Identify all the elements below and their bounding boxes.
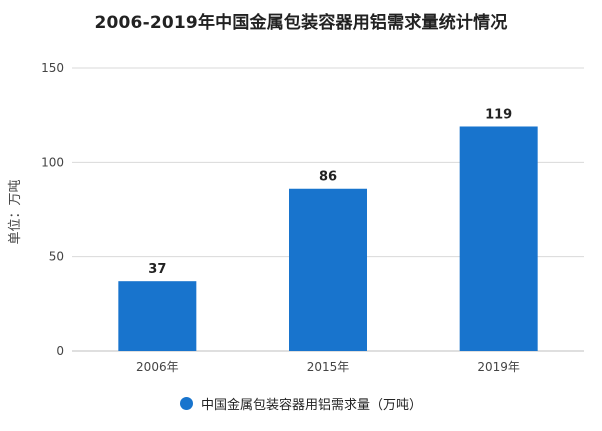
- x-tick-label: 2015年: [307, 360, 350, 374]
- data-label: 86: [319, 170, 337, 185]
- bar: [459, 126, 538, 351]
- legend-label: 中国金属包装容器用铝需求量（万吨）: [200, 398, 422, 413]
- data-label: 37: [148, 262, 166, 277]
- data-label: 119: [485, 107, 512, 122]
- legend-marker: [179, 397, 193, 410]
- bar: [289, 188, 367, 351]
- chart-legend: 中国金属包装容器用铝需求量（万吨）: [0, 394, 602, 413]
- bar: [118, 281, 197, 351]
- x-tick-label: 2006年: [136, 360, 179, 374]
- y-tick-label: 100: [41, 155, 64, 169]
- y-axis-label: 单位：万吨: [8, 179, 23, 244]
- chart-title: 2006-2019年中国金属包装容器用铝需求量统计情况: [94, 13, 508, 33]
- x-tick-label: 2019年: [477, 360, 520, 374]
- y-tick-label: 50: [49, 250, 64, 264]
- y-tick-label: 0: [56, 344, 64, 358]
- y-tick-label: 150: [41, 61, 64, 75]
